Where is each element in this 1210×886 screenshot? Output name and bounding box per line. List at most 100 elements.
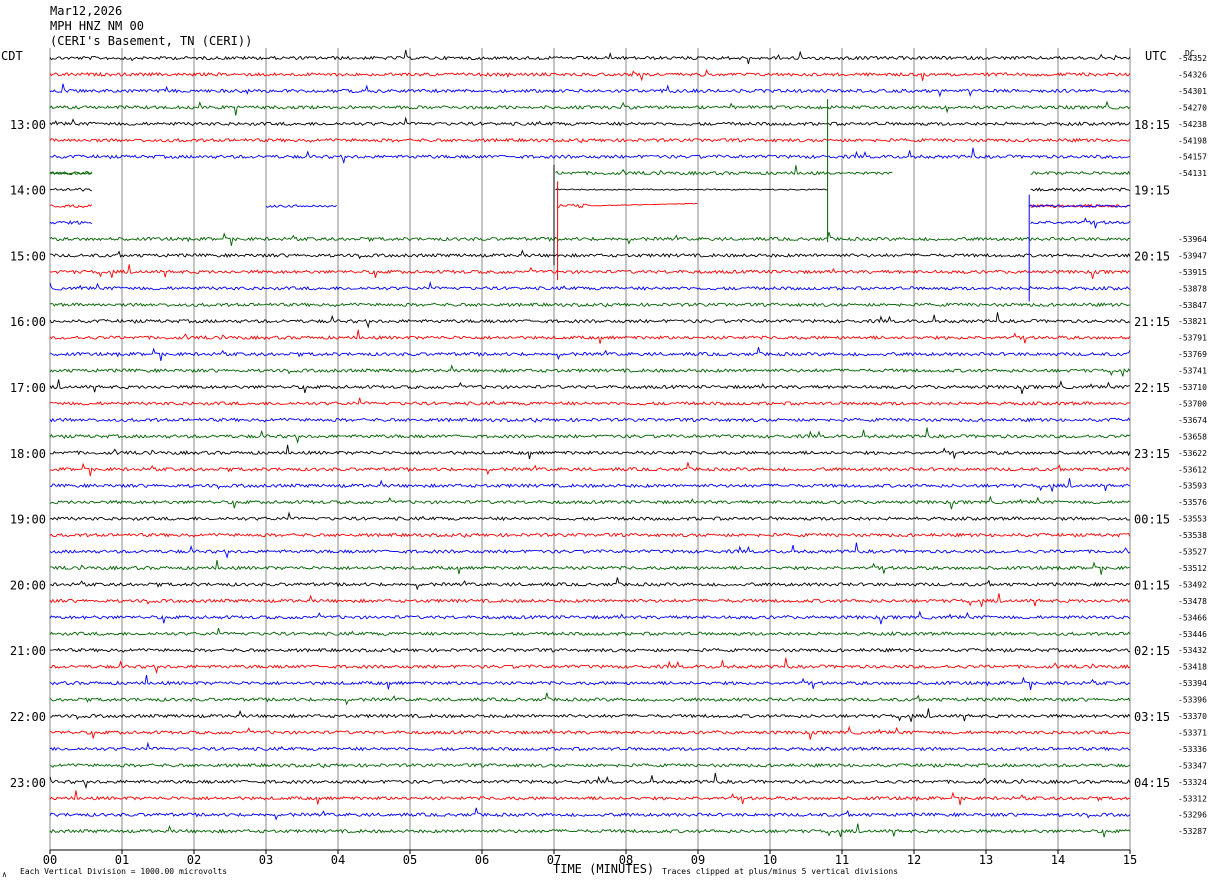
dc-offset-label: -53371 — [1178, 728, 1207, 737]
division-scale-note: Each Vertical Division = 1000.00 microvo… — [20, 867, 228, 876]
dc-offset-label: -53432 — [1178, 646, 1207, 655]
dc-offset-label: -53347 — [1178, 761, 1207, 770]
trace-row — [49, 427, 1131, 444]
right-hour-label: 21:15 — [1134, 315, 1170, 329]
partial-trace — [557, 202, 698, 209]
dc-offset-label: -53324 — [1178, 778, 1207, 787]
trace-row — [49, 397, 1131, 406]
header-date: Mar12,2026 — [50, 4, 123, 18]
trace-row — [49, 577, 1131, 591]
trace-row — [49, 762, 1131, 769]
dc-offset-label: -53741 — [1178, 367, 1207, 376]
trace-row — [49, 187, 1131, 192]
x-tick-label: 03 — [259, 853, 273, 867]
x-tick-label: 10 — [763, 853, 777, 867]
x-tick-label: 08 — [619, 853, 633, 867]
x-tick-label: 04 — [331, 853, 345, 867]
dc-offset-label: -54270 — [1178, 103, 1207, 112]
right-hour-label: 19:15 — [1134, 184, 1170, 198]
left-hour-label: 17:00 — [10, 381, 46, 395]
right-hour-label: 23:15 — [1134, 447, 1170, 461]
trace-row — [49, 83, 1131, 98]
trace-row — [49, 675, 1131, 690]
left-hour-label: 18:00 — [10, 447, 46, 461]
x-tick-label: 14 — [1051, 853, 1065, 867]
x-tick-label: 01 — [115, 853, 129, 867]
header-location: (CERI's Basement, TN (CERI)) — [50, 34, 253, 48]
trace-row — [49, 542, 1131, 559]
x-tick-label: 09 — [691, 853, 705, 867]
dc-offset-label: -53769 — [1178, 350, 1207, 359]
right-hour-label: 03:15 — [1134, 710, 1170, 724]
x-tick-label: 13 — [979, 853, 993, 867]
trace-row — [49, 657, 1131, 675]
dc-offset-label: -53658 — [1178, 432, 1207, 441]
dc-offset-label: -53674 — [1178, 416, 1207, 425]
trace-row — [49, 807, 1131, 821]
left-hour-label: 23:00 — [10, 776, 46, 790]
trace-row — [49, 593, 1131, 607]
dc-offset-label: -53710 — [1178, 383, 1207, 392]
dc-offset-label: -54352 — [1178, 54, 1207, 63]
trace-row — [49, 610, 1131, 625]
trace-row — [49, 725, 1131, 740]
right-hour-label: 20:15 — [1134, 249, 1170, 263]
trace-row — [49, 495, 1131, 510]
dc-offset-label: -53396 — [1178, 696, 1207, 705]
trace-row — [49, 280, 1131, 291]
trace-row — [49, 462, 1131, 477]
trace-row — [49, 312, 1131, 329]
x-tick-label: 02 — [187, 853, 201, 867]
dc-offset-label: -53612 — [1178, 465, 1207, 474]
dc-offset-label: -53821 — [1178, 317, 1207, 326]
left-hour-label: 19:00 — [10, 513, 46, 527]
left-hour-label: 13:00 — [10, 118, 46, 132]
right-hour-label: 22:15 — [1134, 381, 1170, 395]
left-hour-label: 20:00 — [10, 578, 46, 592]
trace-row — [49, 741, 1131, 752]
dc-offset-label: -54326 — [1178, 70, 1207, 79]
dc-offset-label: -53964 — [1178, 235, 1207, 244]
trace-row — [49, 231, 1131, 246]
trace-row — [49, 217, 1131, 229]
trace-row — [49, 559, 1131, 575]
dc-offset-label: -53312 — [1178, 794, 1207, 803]
trace-row — [49, 264, 1131, 279]
partial-trace — [49, 171, 92, 175]
dc-offset-label: -53418 — [1178, 663, 1207, 672]
right-hour-label: 18:15 — [1134, 118, 1170, 132]
corner-mark: ∧ — [2, 870, 7, 879]
minute-gridlines — [49, 48, 1131, 850]
dc-offset-label: -53296 — [1178, 811, 1207, 820]
left-hour-label: 21:00 — [10, 644, 46, 658]
trace-row — [49, 532, 1131, 539]
trace-row — [49, 417, 1131, 423]
dc-offset-label: -53336 — [1178, 745, 1207, 754]
dc-offset-label: -53394 — [1178, 679, 1207, 688]
dc-offset-label: -53287 — [1178, 827, 1207, 836]
dc-offset-label: -53527 — [1178, 548, 1207, 557]
trace-row — [49, 772, 1131, 790]
dc-offset-label: -53553 — [1178, 515, 1207, 524]
dc-offset-label: -53478 — [1178, 597, 1207, 606]
dc-offset-label: -53915 — [1178, 268, 1207, 277]
x-tick-label: 11 — [835, 853, 849, 867]
partial-trace — [1028, 204, 1131, 208]
dc-offset-label: -54301 — [1178, 87, 1207, 96]
time-axis: -54352 -54326 -54301 -54270 -54238 -54198 -541… — [10, 54, 1207, 867]
trace-row — [49, 511, 1131, 522]
trace-row — [49, 379, 1131, 395]
dc-offset-label: -54157 — [1178, 153, 1207, 162]
trace-row — [49, 647, 1131, 654]
dc-offset-label: -53446 — [1178, 630, 1207, 639]
trace-row — [49, 49, 1131, 65]
x-tick-label: 15 — [1123, 853, 1137, 867]
trace-row — [49, 790, 1131, 806]
trace-row — [49, 444, 1131, 460]
right-hour-label: 00:15 — [1134, 513, 1170, 527]
left-timezone-label: CDT — [1, 49, 23, 63]
trace-row — [49, 203, 1131, 209]
x-axis-label: TIME (MINUTES) — [553, 862, 655, 876]
trace-row — [49, 249, 1131, 260]
